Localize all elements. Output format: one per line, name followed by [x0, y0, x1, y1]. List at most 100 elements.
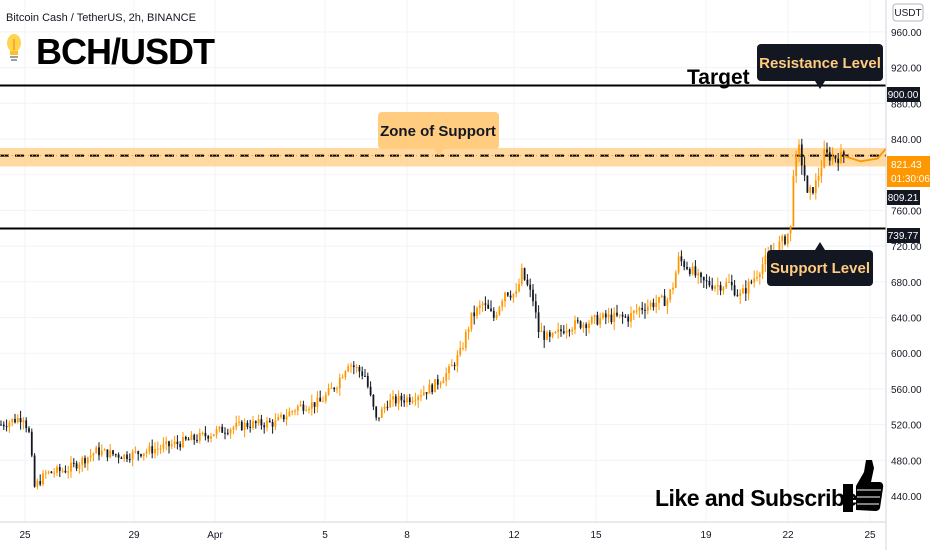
candle-body	[277, 417, 280, 421]
candle-body	[14, 418, 16, 423]
candle-body	[711, 285, 714, 289]
candle-body	[296, 406, 299, 411]
candle-body	[117, 454, 120, 458]
candle-body	[730, 281, 733, 286]
price-tick-label: 640.00	[891, 314, 922, 325]
candle-body	[252, 421, 254, 428]
candle-body	[299, 404, 302, 407]
candle-body	[243, 422, 246, 430]
candle-body	[137, 451, 140, 455]
candle-body	[627, 316, 630, 322]
candle-body	[476, 307, 478, 317]
candle-body	[266, 420, 268, 428]
candle-body	[95, 447, 98, 454]
candle-body	[702, 277, 705, 281]
candle-body	[764, 255, 767, 265]
candle-body	[568, 330, 571, 332]
candle-body	[588, 323, 590, 329]
candle-body	[462, 347, 464, 349]
last-price-text: 821.43	[891, 160, 922, 171]
candle-body	[635, 310, 638, 312]
candle-body	[604, 313, 607, 318]
candle-body	[512, 293, 515, 298]
candle-body	[361, 371, 364, 376]
candle-body	[705, 280, 708, 282]
candle-body	[285, 416, 288, 420]
candle-body	[501, 301, 504, 308]
candle-body	[828, 152, 831, 161]
candle-body	[145, 451, 148, 454]
candle-body	[758, 274, 761, 278]
resistance-price-text: 900.00	[888, 90, 919, 101]
price-axis-panel	[886, 0, 932, 550]
candle-body	[498, 307, 501, 315]
candle-body	[445, 373, 448, 381]
candle-body	[72, 462, 75, 464]
price-tick-label: 680.00	[891, 278, 922, 289]
candle-body	[453, 364, 456, 367]
candle-body	[154, 448, 156, 454]
candle-body	[232, 427, 235, 430]
price-tick-label: 480.00	[891, 456, 922, 467]
candle-body	[120, 457, 123, 459]
candle-body	[254, 421, 257, 424]
candle-body	[736, 295, 739, 297]
candle-body	[302, 404, 305, 411]
plot-background	[0, 0, 886, 522]
candle-body	[756, 277, 758, 279]
candle-body	[268, 420, 271, 423]
candle-body	[733, 285, 736, 296]
candle-body	[33, 455, 36, 487]
candle-body	[106, 449, 109, 458]
currency-box[interactable]	[892, 3, 924, 22]
candle-body	[260, 419, 263, 426]
candle-body	[148, 446, 151, 452]
candle-body	[439, 383, 442, 385]
candle-body	[70, 462, 72, 472]
candle-body	[271, 422, 274, 427]
time-tick-label: 5	[322, 530, 328, 541]
time-tick-label: 12	[508, 530, 520, 541]
candle-body	[492, 310, 495, 318]
resistance-price-tag: 900.00	[887, 87, 920, 102]
candle-body	[313, 402, 316, 407]
candle-body	[534, 301, 537, 313]
candle-body	[473, 312, 476, 317]
currency-label: USDT	[894, 8, 921, 19]
candle-body	[291, 411, 294, 413]
candle-body	[229, 429, 232, 434]
candle-body	[207, 436, 210, 439]
candle-body	[630, 312, 632, 322]
candle-body	[593, 315, 596, 318]
candle-body	[842, 151, 845, 158]
candle-body	[518, 284, 520, 292]
candle-body	[562, 331, 565, 334]
price-tick-label: 840.00	[891, 135, 922, 146]
candle-body	[809, 187, 812, 193]
time-tick-label: 25	[864, 530, 876, 541]
candle-body	[366, 375, 369, 387]
candle-body	[98, 447, 100, 456]
candle-body	[411, 400, 414, 403]
candle-body	[176, 441, 179, 445]
candle-body	[224, 432, 226, 434]
candle-body	[86, 457, 89, 464]
candle-body	[53, 472, 56, 474]
candle-body	[831, 155, 834, 161]
candle-body	[184, 436, 187, 440]
candle-body	[89, 455, 92, 458]
time-tick-label: 8	[404, 530, 410, 541]
target-label: Target	[687, 66, 750, 89]
candle-body	[509, 295, 512, 298]
ticker-title: BCH/USDT	[36, 31, 215, 72]
candle-body	[333, 387, 336, 390]
candle-body	[204, 432, 207, 437]
time-tick-label: 25	[19, 530, 31, 541]
candle-body	[803, 165, 806, 176]
candle-body	[193, 434, 196, 440]
candle-body	[414, 400, 417, 402]
candle-body	[688, 269, 691, 274]
candle-body	[263, 425, 266, 428]
candle-body	[655, 302, 658, 308]
candle-body	[697, 272, 700, 276]
